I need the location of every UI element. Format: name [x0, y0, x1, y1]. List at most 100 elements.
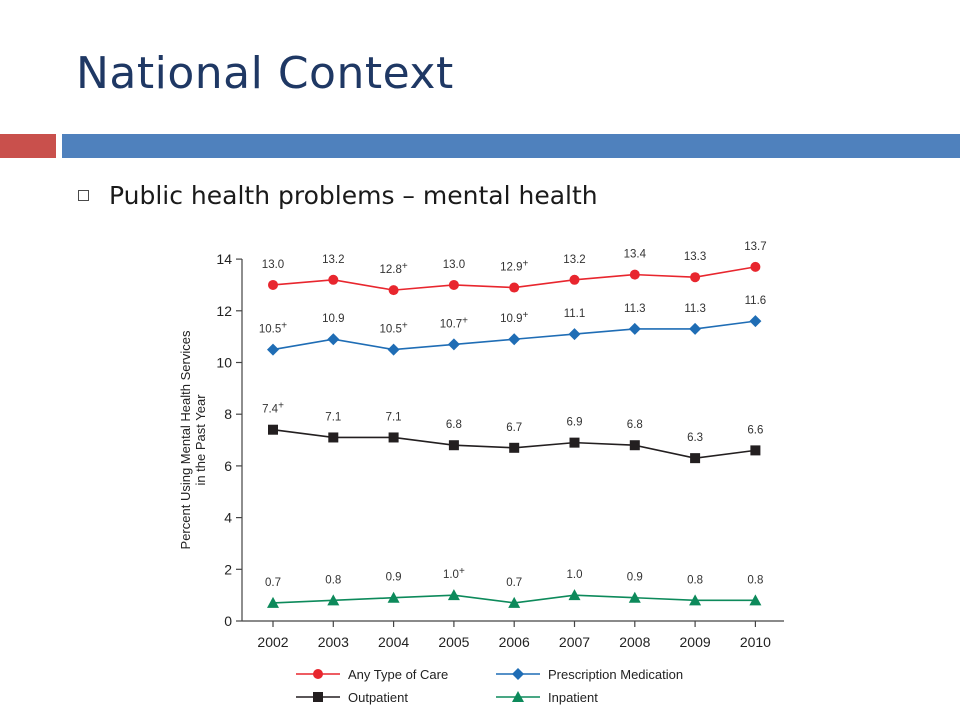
x-tick-label: 2004: [378, 634, 409, 650]
x-tick-label: 2003: [318, 634, 349, 650]
bullet-text: Public health problems – mental health: [109, 181, 598, 210]
y-axis-label: in the Past Year: [193, 394, 208, 486]
data-point: [689, 322, 702, 335]
data-point: [447, 338, 460, 351]
data-label: 7.1: [325, 411, 341, 423]
data-point: [749, 315, 762, 328]
data-label: 6.6: [747, 424, 763, 436]
data-label: 6.9: [567, 417, 583, 429]
data-point: [569, 274, 580, 285]
data-point: [388, 432, 399, 443]
data-label: 11.3: [684, 303, 706, 315]
data-point: [690, 453, 701, 464]
legend-entry: Inpatient: [548, 690, 598, 705]
square-bullet-icon: [78, 190, 89, 201]
header-accent-red-bar: [0, 134, 56, 158]
data-point: [267, 596, 279, 608]
data-label: 13.0: [262, 259, 284, 271]
data-point: [508, 333, 521, 346]
data-point: [328, 274, 339, 285]
data-point: [328, 432, 339, 443]
data-point: [629, 269, 640, 280]
data-label: 6.7: [506, 422, 522, 434]
legend-marker: [313, 692, 323, 702]
y-tick-label: 2: [224, 561, 232, 577]
data-point: [387, 591, 400, 603]
data-point: [327, 594, 340, 606]
data-point: [568, 328, 581, 341]
header-accent-blue-bar: [62, 134, 960, 158]
data-label: 10.5+: [259, 321, 287, 336]
x-tick-label: 2007: [559, 634, 590, 650]
y-tick-label: 14: [216, 251, 232, 267]
data-label: 10.9: [322, 313, 344, 325]
data-point: [749, 594, 762, 606]
data-point: [689, 594, 702, 606]
data-label: 12.8+: [379, 261, 407, 276]
data-point: [327, 333, 340, 346]
x-tick-label: 2009: [680, 634, 711, 650]
y-tick-label: 8: [224, 406, 232, 422]
data-label: 0.8: [747, 574, 763, 586]
data-label: 12.9+: [500, 259, 528, 274]
data-point: [448, 440, 459, 451]
data-label: 11.6: [745, 295, 767, 307]
data-point: [508, 596, 521, 608]
data-point: [628, 591, 641, 603]
legend-marker: [512, 668, 524, 680]
data-point: [750, 261, 761, 272]
data-point: [509, 442, 520, 453]
legend-entry: Prescription Medication: [548, 667, 683, 682]
y-axis-label: Percent Using Mental Health Services: [178, 330, 193, 549]
slide-title: National Context: [76, 48, 454, 99]
data-point: [268, 279, 278, 290]
data-label: 0.7: [265, 577, 281, 589]
legend-entry: Outpatient: [348, 690, 408, 705]
y-tick-label: 10: [216, 355, 232, 371]
data-point: [568, 589, 581, 601]
data-label: 11.1: [564, 308, 586, 320]
data-label: 7.1: [386, 411, 402, 423]
data-point: [447, 589, 460, 601]
data-point: [268, 424, 278, 435]
y-tick-label: 6: [224, 458, 232, 474]
data-label: 0.7: [506, 577, 522, 589]
data-point: [267, 343, 279, 356]
data-point: [448, 279, 459, 290]
bullet-item: Public health problems – mental health: [78, 181, 598, 210]
data-label: 0.8: [325, 574, 341, 586]
data-label: 7.4+: [262, 401, 284, 416]
data-point: [387, 343, 400, 356]
data-label: 6.8: [446, 419, 462, 431]
data-label: 6.8: [627, 419, 643, 431]
data-point: [690, 272, 701, 283]
x-tick-label: 2002: [257, 634, 288, 650]
data-point: [569, 437, 580, 448]
x-tick-label: 2010: [740, 634, 771, 650]
y-tick-label: 4: [224, 510, 232, 526]
legend-marker: [512, 691, 524, 702]
legend-marker: [313, 669, 323, 679]
legend-entry: Any Type of Care: [348, 667, 448, 682]
data-label: 13.2: [322, 254, 344, 266]
x-tick-label: 2008: [619, 634, 650, 650]
data-point: [388, 285, 399, 296]
x-tick-label: 2005: [438, 634, 469, 650]
data-point: [628, 322, 641, 335]
y-tick-label: 12: [216, 303, 232, 319]
data-label: 11.3: [624, 303, 646, 315]
data-point: [629, 440, 640, 451]
data-label: 10.9+: [500, 310, 528, 325]
data-label: 10.5+: [379, 321, 407, 336]
x-tick-label: 2006: [499, 634, 530, 650]
data-label: 13.2: [563, 254, 585, 266]
data-label: 13.4: [624, 249, 647, 261]
data-label: 0.9: [386, 572, 402, 584]
data-point: [750, 445, 761, 456]
data-label: 10.7+: [440, 315, 468, 330]
data-label: 13.3: [684, 251, 706, 263]
data-label: 0.8: [687, 574, 703, 586]
data-label: 0.9: [627, 572, 643, 584]
data-label: 6.3: [687, 432, 703, 444]
